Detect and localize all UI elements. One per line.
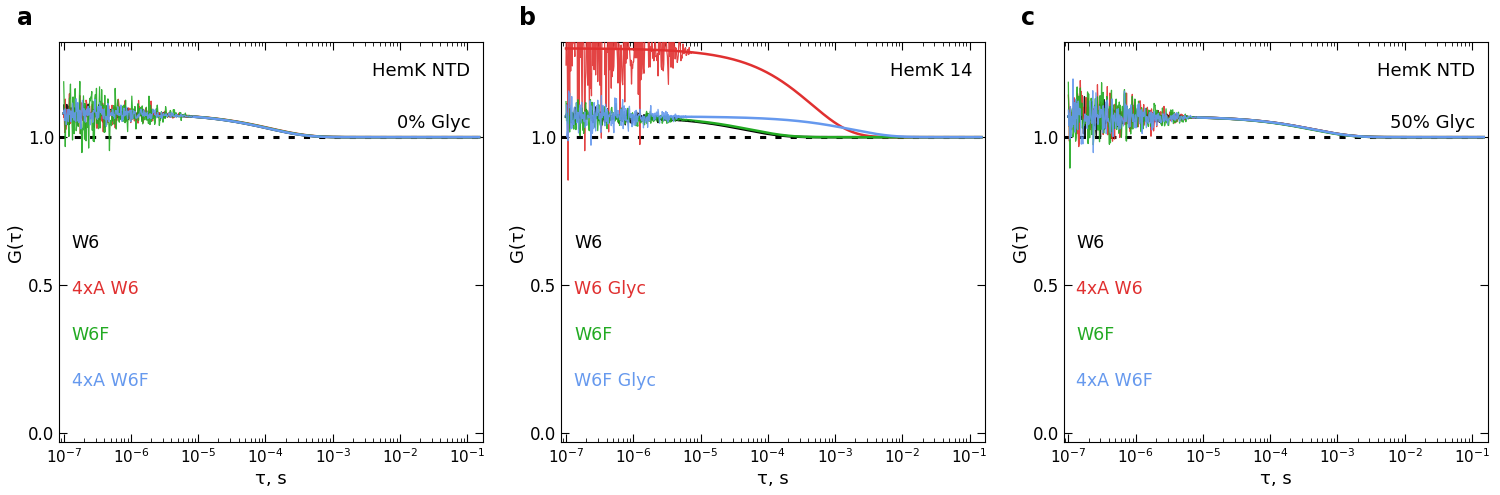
Text: 4xA W6F: 4xA W6F	[1077, 372, 1154, 391]
Y-axis label: G(τ): G(τ)	[8, 223, 26, 262]
Text: 4xA W6F: 4xA W6F	[72, 372, 148, 391]
Y-axis label: G(τ): G(τ)	[510, 223, 528, 262]
Text: W6F: W6F	[72, 326, 110, 345]
Text: b: b	[519, 6, 536, 30]
Text: HemK 14: HemK 14	[890, 62, 972, 80]
X-axis label: τ, s: τ, s	[255, 470, 286, 488]
Text: W6F: W6F	[1077, 326, 1114, 345]
Text: W6 Glyc: W6 Glyc	[574, 280, 646, 298]
Text: W6: W6	[72, 234, 100, 252]
Text: HemK NTD: HemK NTD	[372, 62, 471, 80]
Text: a: a	[16, 6, 33, 30]
Text: W6: W6	[574, 234, 602, 252]
Text: c: c	[1022, 6, 1035, 30]
Text: W6: W6	[1077, 234, 1104, 252]
Text: 50% Glyc: 50% Glyc	[1390, 114, 1474, 132]
Text: 4xA W6: 4xA W6	[72, 280, 138, 298]
Text: W6F: W6F	[574, 326, 612, 345]
Text: W6F Glyc: W6F Glyc	[574, 372, 656, 391]
Text: 0% Glyc: 0% Glyc	[398, 114, 471, 132]
X-axis label: τ, s: τ, s	[758, 470, 789, 488]
X-axis label: τ, s: τ, s	[1260, 470, 1292, 488]
Text: 4xA W6: 4xA W6	[1077, 280, 1143, 298]
Y-axis label: G(τ): G(τ)	[1011, 223, 1029, 262]
Text: HemK NTD: HemK NTD	[1377, 62, 1474, 80]
